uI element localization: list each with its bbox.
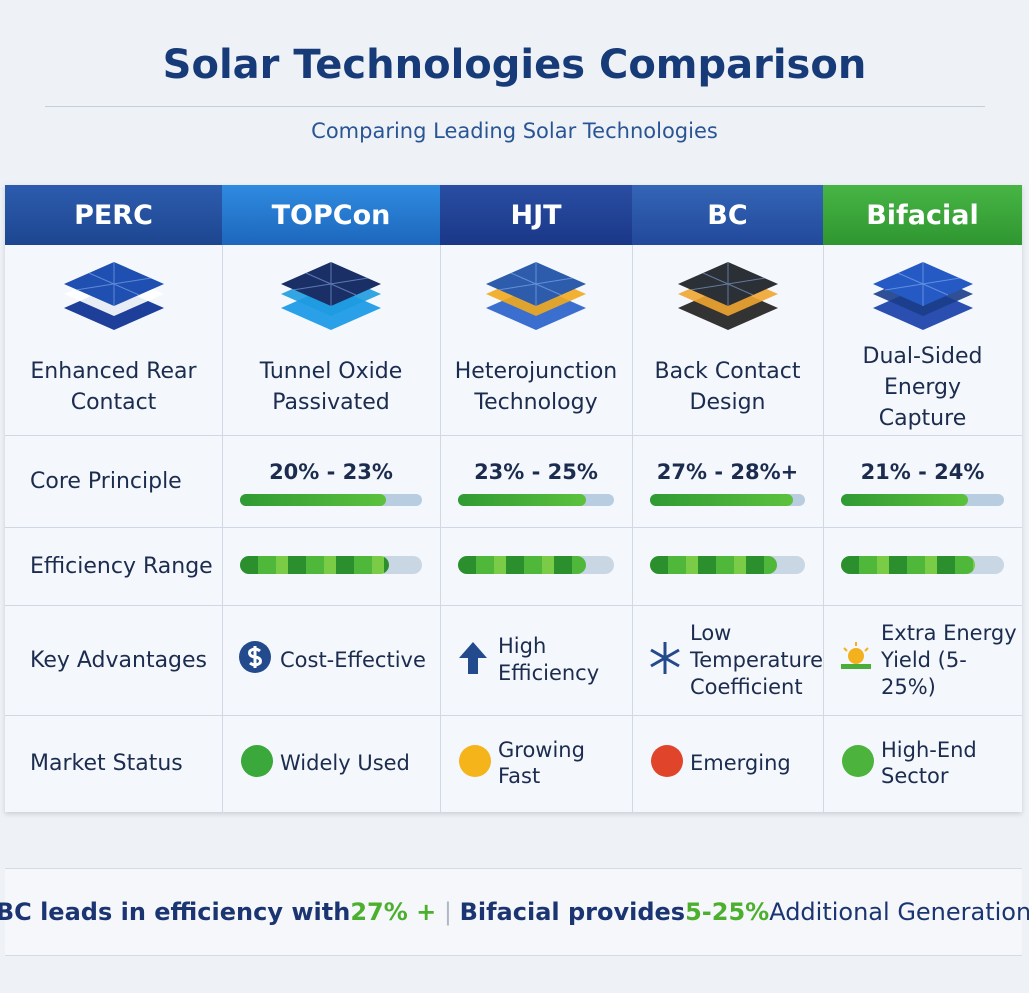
range-fill bbox=[841, 556, 975, 574]
column-description: Heterojunction Technology bbox=[454, 359, 618, 415]
column-header: PERC bbox=[5, 185, 222, 245]
tech-icon bbox=[281, 262, 381, 330]
advantage-text: Extra Energy Yield (5-25%) bbox=[881, 620, 1017, 699]
advantage-icon bbox=[239, 641, 271, 673]
divider bbox=[45, 106, 985, 107]
column-header: BC bbox=[632, 185, 823, 245]
column-description: Back Contact Design bbox=[654, 359, 801, 415]
status-text: Emerging bbox=[690, 751, 791, 775]
footer-text: Bifacial provides bbox=[459, 898, 686, 926]
column-description: Dual-Sided Energy Capture bbox=[862, 343, 983, 431]
status-dot bbox=[651, 745, 683, 777]
tech-icon bbox=[677, 262, 778, 330]
column-header: TOPCon bbox=[222, 185, 440, 245]
tech-icon bbox=[63, 262, 164, 330]
row-label: Core Principle bbox=[30, 468, 182, 494]
row-label: Key Advantages bbox=[30, 647, 208, 673]
status-dot bbox=[241, 745, 273, 777]
row-divider bbox=[5, 715, 1022, 716]
row-label: Efficiency Range bbox=[30, 553, 213, 579]
column-header: HJT bbox=[440, 185, 632, 245]
advantage-icon bbox=[459, 642, 487, 674]
status-dot bbox=[842, 745, 874, 777]
footer-highlight: 27% + bbox=[350, 898, 437, 926]
row-divider bbox=[5, 605, 1022, 606]
col-divider bbox=[632, 185, 633, 812]
footer-text: BC leads in efficiency with bbox=[0, 898, 351, 926]
status-dot bbox=[459, 745, 491, 777]
tech-icon bbox=[486, 262, 586, 330]
efficiency-text: 20% - 23% bbox=[269, 460, 393, 484]
status-text: Widely Used bbox=[280, 751, 410, 775]
row-divider bbox=[5, 435, 1022, 436]
footer: BC leads in efficiency with 27% + | Bifa… bbox=[0, 868, 1029, 956]
range-fill bbox=[240, 556, 390, 574]
subtitle: Comparing Leading Solar Technologies bbox=[311, 119, 718, 143]
efficiency-text: 21% - 24% bbox=[860, 460, 985, 484]
advantage-text: Cost-Effective bbox=[280, 647, 426, 672]
footer-box bbox=[5, 868, 1022, 956]
efficiency-fill bbox=[841, 494, 969, 506]
efficiency-text: 27% - 28%+ bbox=[656, 460, 799, 484]
efficiency-fill bbox=[458, 494, 586, 506]
title: Solar Technologies Comparison bbox=[162, 42, 867, 88]
col-divider bbox=[440, 185, 441, 812]
advantage-text: Low Temperature Coefficient bbox=[690, 620, 824, 699]
row-divider bbox=[5, 527, 1022, 528]
advantage-icon bbox=[650, 642, 680, 674]
footer-highlight: 5-25% bbox=[685, 898, 770, 926]
row-label: Market Status bbox=[30, 751, 183, 776]
column-description: Tunnel Oxide Passivated bbox=[259, 359, 403, 415]
efficiency-fill bbox=[650, 494, 793, 506]
advantage-icon bbox=[841, 642, 871, 669]
col-divider bbox=[823, 185, 824, 812]
efficiency-text: 23% - 25% bbox=[474, 460, 598, 484]
efficiency-fill bbox=[240, 494, 386, 506]
advantage-text: High Efficiency bbox=[498, 634, 600, 685]
status-text: Growing Fast bbox=[498, 738, 585, 788]
range-fill bbox=[458, 556, 586, 574]
column-header: Bifacial bbox=[823, 185, 1022, 245]
tech-icon bbox=[872, 262, 973, 330]
range-fill bbox=[650, 556, 778, 574]
status-text: High-End Sector bbox=[881, 738, 977, 788]
column-description: Enhanced Rear Contact bbox=[30, 359, 197, 415]
col-divider bbox=[222, 185, 223, 812]
footer-text: Additional Generation bbox=[769, 898, 1029, 926]
